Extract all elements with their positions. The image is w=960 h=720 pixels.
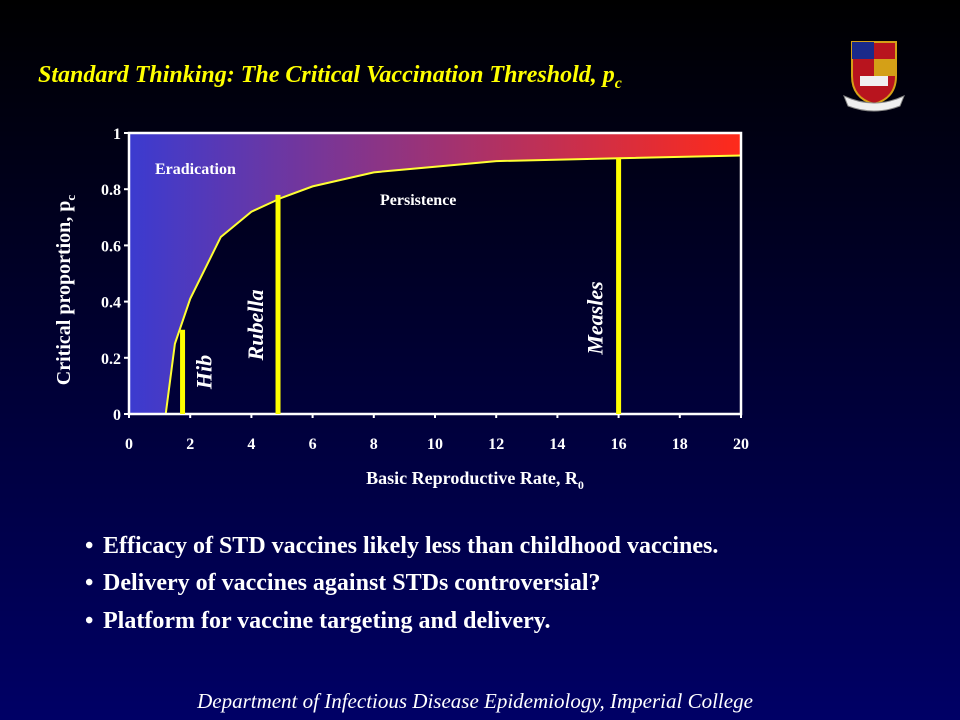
slide-title: Standard Thinking: The Critical Vaccinat…: [38, 62, 622, 92]
y-axis-label-text: Critical proportion, p: [53, 201, 75, 386]
bullet-dot: •: [85, 608, 93, 634]
crest: [843, 41, 905, 112]
threshold-curve: [164, 154, 742, 415]
x-tick-label: 0: [125, 436, 133, 453]
title-subscript: c: [615, 75, 622, 92]
bullet-text: Delivery of vaccines against STDs contro…: [103, 570, 601, 596]
bullet-3: • Platform for vaccine targeting and deli…: [85, 608, 550, 634]
disease-label: Hib: [192, 355, 217, 390]
y-axis-label: Critical proportion, pc: [53, 195, 78, 386]
x-axis-label: Basic Reproductive Rate, R0: [366, 468, 584, 492]
x-tick-label: 14: [549, 436, 565, 453]
x-tick-label: 10: [427, 436, 443, 453]
x-tick-label: 8: [370, 436, 378, 453]
bullet-2: • Delivery of vaccines against STDs contr…: [85, 570, 601, 596]
y-tick-label: 0.2: [101, 351, 121, 368]
bullet-dot: •: [85, 533, 93, 559]
bullet-text: Efficacy of STD vaccines likely less tha…: [103, 533, 718, 559]
y-tick-label: 1: [113, 126, 121, 143]
y-axis-label-subscript: c: [63, 195, 78, 201]
y-tick-label: 0: [113, 407, 121, 424]
bullet-dot: •: [85, 570, 93, 596]
bullet-text: Platform for vaccine targeting and deliv…: [103, 608, 550, 634]
plot: 00.20.40.60.810 2 4 6 8 10 12 14 16 18 20HibRubell…: [53, 126, 749, 492]
disease-label: Rubella: [243, 290, 268, 362]
x-tick-label: 18: [672, 436, 688, 453]
disease-label: Measles: [583, 281, 608, 355]
y-tick-label: 0.6: [101, 238, 121, 255]
x-tick-label: 6: [309, 436, 317, 453]
x-axis-label-text: Basic Reproductive Rate, R: [366, 468, 579, 488]
x-axis-label-subscript: 0: [578, 478, 584, 492]
title-text: Standard Thinking: The Critical Vaccinat…: [38, 62, 615, 88]
bullet-1: • Efficacy of STD vaccines likely less th…: [85, 533, 718, 559]
x-tick-label: 2: [186, 436, 194, 453]
y-tick-label: 0.4: [101, 295, 121, 312]
x-tick-label: 20: [733, 436, 749, 453]
eradication-area: [129, 133, 741, 414]
footer: Department of Infectious Disease Epidemi…: [196, 689, 753, 713]
y-tick-label: 0.8: [101, 182, 121, 199]
x-tick-label: 4: [247, 436, 255, 453]
annotation: Eradication: [155, 161, 236, 178]
x-tick-label: 16: [611, 436, 627, 453]
annotation: Persistence: [380, 192, 456, 209]
x-tick-label: 12: [488, 436, 504, 453]
